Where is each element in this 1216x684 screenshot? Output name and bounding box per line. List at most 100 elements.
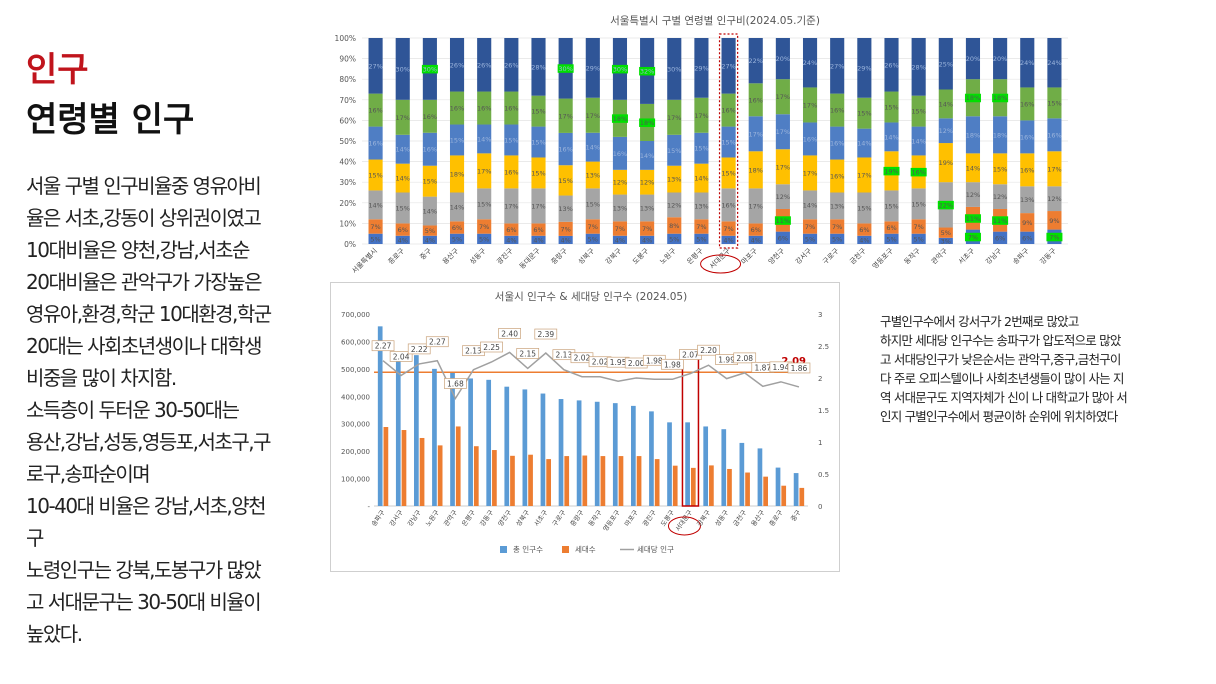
chart2-line-label: 2.02 (574, 354, 591, 363)
chart1-bar-segment (477, 91, 492, 125)
chart1-data-label: 15% (477, 200, 491, 208)
chart1-x-tick: 금천구 (848, 246, 868, 266)
chart2-y-tick: 200,000 (341, 448, 370, 456)
chart1-label-highlight (964, 214, 981, 223)
chart1-bar-segment (395, 163, 410, 193)
chart1-bar-segment (911, 126, 926, 156)
chart2-pop-bar (775, 467, 781, 506)
chart1-data-label: 29% (857, 64, 871, 72)
chart2-legend-label: 총 인구수 (513, 544, 543, 554)
chart1-label-highlight (992, 93, 1009, 103)
chart1-bar-segment (531, 95, 546, 127)
chart1-bar-segment (884, 122, 899, 152)
chart1-data-label: 13% (667, 176, 681, 184)
chart1-data-label: 16% (721, 107, 735, 115)
chart1-data-label: 30% (667, 65, 681, 73)
chart1-data-label: 12% (993, 193, 1007, 201)
chart1-label-highlight (639, 66, 656, 76)
chart1-data-label: 6% (886, 224, 896, 232)
chart1-bar-segment (531, 38, 546, 96)
chart1-data-label: 5% (805, 235, 815, 243)
chart1-data-label: 14% (368, 201, 382, 209)
chart1-data-label: 15% (857, 204, 871, 212)
chart2-line-label: 1.87 (754, 363, 771, 372)
chart1-bar-segment (449, 38, 465, 92)
chart2-line-label: 1.95 (610, 358, 627, 367)
chart2-y-tick: - (367, 503, 370, 511)
chart1-bar-segment (965, 116, 981, 154)
chart1-data-label: 7% (642, 225, 652, 233)
chart2-line-label: 1.68 (447, 379, 464, 388)
chart1-bar-segment (884, 38, 899, 92)
chart1-bar-segment (857, 157, 872, 193)
chart1-label-highlight (639, 118, 656, 127)
chart1-bar-segment (531, 235, 546, 244)
chart1-y-tick: 30% (339, 178, 356, 187)
chart2-y2-tick: 3 (818, 311, 822, 319)
chart1-data-label: 26% (477, 61, 491, 69)
chart1-data-label: 30% (613, 65, 627, 73)
chart1-data-label: 14% (477, 135, 491, 143)
chart1-data-label: 16% (423, 113, 437, 121)
chart1-data-label: 17% (667, 114, 681, 122)
chart1-data-label: 7% (805, 223, 815, 231)
chart1-x-tick: 마포구 (739, 246, 759, 266)
chart2-y2-tick: 0 (818, 503, 822, 511)
chart2-line-label: 2.20 (700, 346, 717, 355)
chart1-data-label: 32% (640, 67, 654, 75)
right-line: 역 서대문구도 지역자체가 신이 나 대학교가 많아 서 (880, 390, 1128, 405)
chart1-data-label: 7% (615, 225, 625, 233)
chart1-bar-segment (965, 38, 981, 80)
left-line: 높았다. (26, 622, 83, 646)
chart1-data-label: 26% (884, 61, 898, 69)
chart1-bar-segment (422, 165, 437, 197)
chart1-label-highlight (964, 232, 981, 242)
left-line: 고 서대문구는 30-50대 비율이 (26, 590, 262, 614)
chart1-data-label: 16% (504, 168, 518, 176)
chart2-y-tick: 700,000 (341, 311, 370, 319)
chart1-bar-segment (938, 89, 953, 119)
chart1-bar-segment (802, 233, 818, 244)
chart1-data-label: 4% (398, 236, 408, 244)
chart1-data-label: 3% (941, 237, 951, 245)
chart2-pop-bar (504, 386, 510, 506)
chart2-line-label: 2.39 (537, 330, 554, 339)
chart1-bar-segment (558, 98, 573, 133)
chart2-household-bar (690, 467, 696, 506)
chart1-data-label: 7% (479, 223, 489, 231)
chart1-data-label: 5% (913, 235, 923, 243)
chart1-data-label: 16% (558, 146, 572, 154)
chart1-data-label: 16% (1047, 131, 1061, 139)
chart1-data-label: 12% (667, 201, 681, 209)
chart1-bar-segment (368, 38, 383, 94)
chart1-data-label: 27% (368, 62, 382, 70)
chart1-data-label: 20% (993, 55, 1007, 63)
chart2-household-bar (781, 485, 787, 506)
chart2-reference-label: 2.09 (781, 356, 806, 367)
chart1-bar-segment (395, 99, 410, 135)
chart1-bar-segment (802, 219, 818, 234)
chart1-data-label: 30% (558, 65, 572, 73)
chart1-bar-segment (640, 141, 655, 170)
chart1-x-tick: 동작구 (902, 246, 922, 266)
chart1-data-label: 14% (423, 208, 437, 216)
chart1-bar-segment (558, 221, 573, 236)
chart1-data-label: 13% (586, 171, 600, 179)
chart2-y2-tick: 2.5 (818, 343, 829, 351)
chart1-data-label: 15% (884, 202, 898, 210)
chart2-highlight-circle (667, 516, 701, 536)
left-line: 20대비율은 관악구가 가장높은 (26, 270, 262, 294)
chart1-bar-segment (1020, 231, 1035, 244)
chart1-bar-segment (1047, 211, 1062, 230)
chart1-y-tick: 70% (339, 96, 356, 105)
chart1-data-label: 7% (696, 223, 706, 231)
chart1-highlight-box (718, 33, 739, 249)
chart1-data-label: 24% (803, 59, 817, 67)
chart1-bar-segment (694, 219, 709, 234)
chart1-data-label: 20% (966, 55, 980, 63)
chart2-household-bar (383, 427, 389, 506)
chart1-bar-segment (1047, 151, 1062, 187)
chart2-pop-bar (685, 422, 690, 506)
chart2-household-bar (437, 445, 443, 506)
chart1-bar-segment (1047, 38, 1062, 88)
